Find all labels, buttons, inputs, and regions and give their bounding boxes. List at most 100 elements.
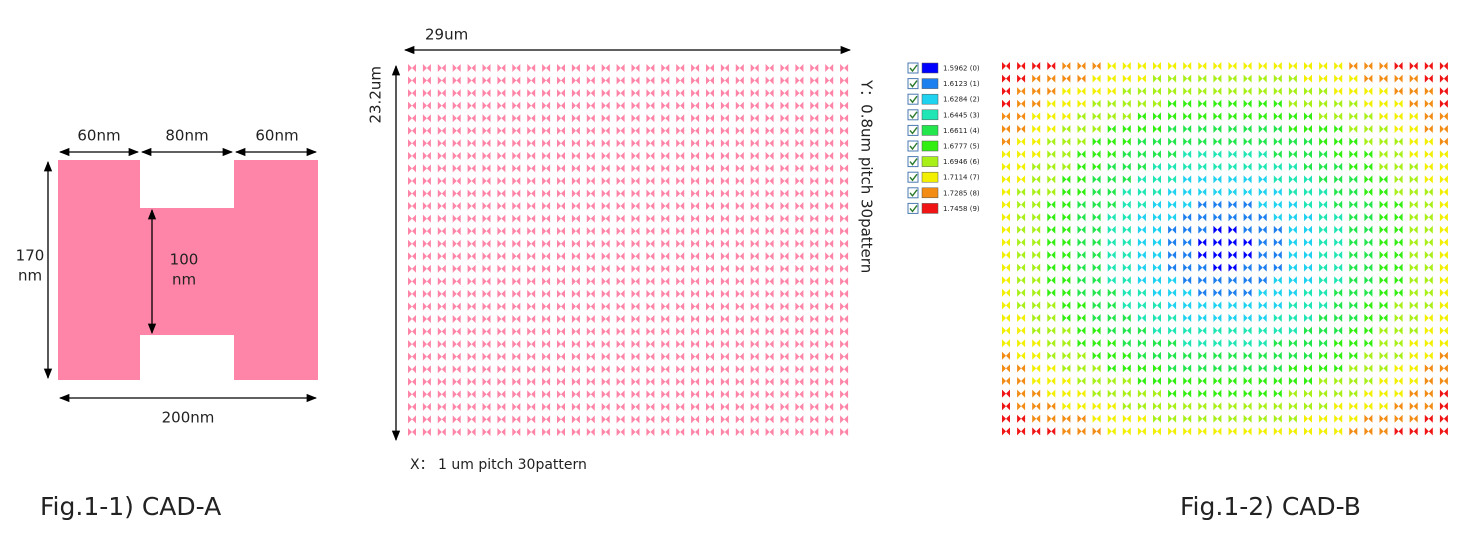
pattern-cell bbox=[631, 126, 640, 135]
pattern-cell bbox=[1213, 74, 1222, 83]
pattern-cell bbox=[631, 377, 640, 386]
pattern-cell bbox=[1002, 339, 1010, 348]
pattern-cell bbox=[1213, 326, 1222, 335]
pattern-cell bbox=[1304, 427, 1312, 436]
pattern-cell bbox=[1319, 200, 1328, 209]
pattern-cell bbox=[1183, 150, 1192, 159]
pattern-cell bbox=[735, 365, 744, 374]
check-mark bbox=[909, 142, 918, 151]
pattern-cell bbox=[1424, 150, 1433, 159]
pattern-cell bbox=[646, 227, 655, 236]
pattern-cell bbox=[527, 340, 536, 349]
pattern-cell bbox=[1137, 326, 1146, 335]
pattern-cell bbox=[1394, 200, 1403, 209]
pattern-cell bbox=[482, 340, 491, 349]
pattern-cell bbox=[1439, 238, 1448, 247]
pattern-cell bbox=[1183, 175, 1192, 184]
pattern-cell bbox=[691, 189, 700, 198]
pattern-cell bbox=[750, 64, 759, 72]
pattern-cell bbox=[1137, 288, 1146, 297]
pattern-cell bbox=[586, 252, 595, 261]
pattern-cell bbox=[1077, 200, 1086, 209]
pattern-cell bbox=[1002, 263, 1010, 272]
pattern-cell bbox=[1394, 414, 1403, 423]
pattern-cell bbox=[1002, 288, 1010, 297]
pattern-cell bbox=[512, 415, 521, 424]
pattern-cell bbox=[1258, 251, 1267, 259]
pattern-cell bbox=[795, 415, 804, 424]
pattern-cell bbox=[1424, 87, 1433, 96]
pattern-cell bbox=[691, 214, 700, 223]
pattern-cell bbox=[1304, 150, 1312, 159]
pattern-cell bbox=[795, 252, 804, 261]
pattern-cell bbox=[1002, 87, 1010, 96]
pattern-cell bbox=[720, 176, 729, 185]
pattern-cell bbox=[1032, 62, 1041, 70]
pattern-cell bbox=[720, 289, 729, 298]
pattern-cell bbox=[467, 239, 476, 248]
pattern-cell bbox=[1394, 288, 1403, 297]
pattern-cell bbox=[676, 64, 685, 72]
pattern-cell bbox=[1424, 276, 1433, 285]
pattern-cell bbox=[1213, 364, 1222, 373]
pattern-cell bbox=[1077, 251, 1086, 259]
pattern-cell bbox=[1379, 150, 1388, 159]
pattern-cell bbox=[1273, 364, 1282, 373]
pattern-cell bbox=[1198, 402, 1207, 411]
pattern-cell bbox=[1379, 402, 1388, 411]
pattern-cell bbox=[825, 139, 834, 148]
checkbox bbox=[907, 78, 919, 90]
pattern-cell bbox=[586, 390, 595, 399]
pattern-cell bbox=[408, 214, 416, 223]
pattern-cell bbox=[527, 277, 536, 286]
pattern-cell bbox=[1198, 200, 1207, 209]
pattern-cell bbox=[408, 252, 416, 261]
pattern-cell bbox=[691, 252, 700, 261]
pattern-cell bbox=[661, 101, 670, 110]
pattern-cell bbox=[1304, 238, 1312, 247]
pattern-cell bbox=[735, 151, 744, 160]
pattern-cell bbox=[482, 89, 491, 98]
pattern-cell bbox=[676, 327, 685, 336]
pattern-cell bbox=[422, 101, 431, 110]
pattern-cell bbox=[676, 340, 685, 349]
pattern-cell bbox=[1319, 162, 1328, 171]
pattern-cell bbox=[1243, 263, 1252, 272]
pattern-cell bbox=[646, 427, 655, 436]
pattern-cell bbox=[1062, 112, 1071, 121]
pattern-cell bbox=[1379, 62, 1388, 70]
pattern-cell bbox=[1017, 150, 1026, 159]
pattern-cell bbox=[1258, 188, 1267, 196]
pattern-cell bbox=[542, 252, 551, 261]
pattern-cell bbox=[408, 390, 416, 399]
pattern-cell bbox=[1198, 137, 1207, 146]
pattern-cell bbox=[1032, 188, 1041, 196]
pattern-cell bbox=[825, 89, 834, 98]
pattern-cell bbox=[452, 164, 461, 173]
pattern-cell bbox=[1379, 87, 1388, 96]
pattern-cell bbox=[542, 315, 551, 323]
pattern-cell bbox=[1017, 112, 1026, 121]
pattern-cell bbox=[542, 239, 551, 248]
pattern-cell bbox=[661, 302, 670, 311]
pattern-cell bbox=[780, 415, 789, 424]
check-mark bbox=[909, 64, 918, 73]
pattern-cell bbox=[542, 365, 551, 374]
pattern-cell bbox=[586, 176, 595, 185]
pattern-cell bbox=[720, 277, 729, 286]
pattern-cell bbox=[1409, 137, 1418, 146]
pattern-cell bbox=[482, 390, 491, 399]
pattern-cell bbox=[571, 315, 580, 323]
pattern-cell bbox=[1379, 351, 1388, 360]
pattern-cell bbox=[1153, 150, 1161, 159]
pattern-cell bbox=[1273, 200, 1282, 209]
pattern-cell bbox=[825, 289, 834, 298]
pattern-cell bbox=[1379, 339, 1388, 348]
pattern-cell bbox=[1047, 62, 1056, 70]
pattern-cell bbox=[1379, 74, 1388, 83]
pattern-cell bbox=[437, 340, 446, 349]
pattern-cell bbox=[765, 189, 774, 198]
pattern-cell bbox=[780, 176, 789, 185]
pattern-cell bbox=[1243, 225, 1252, 234]
pattern-cell bbox=[1349, 74, 1358, 83]
